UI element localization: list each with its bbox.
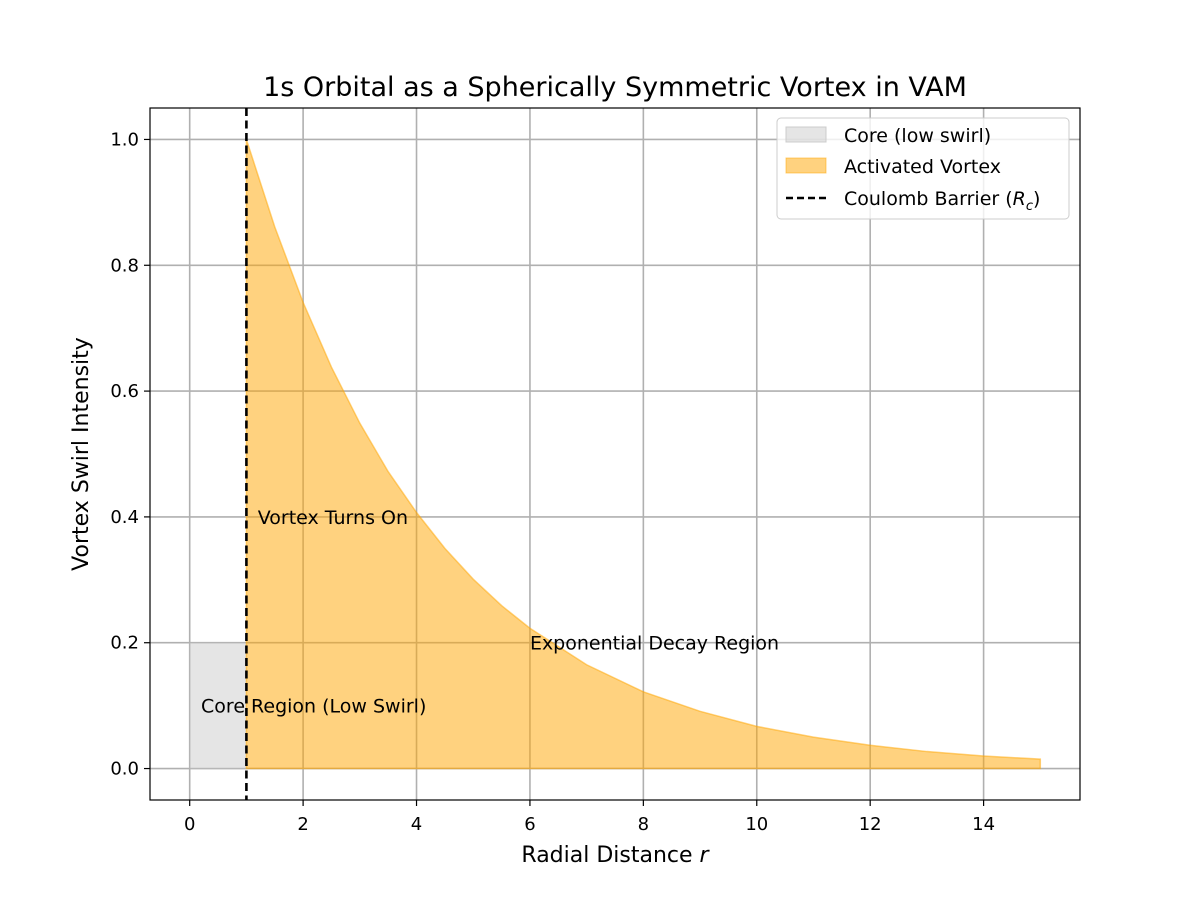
legend-swatch-core xyxy=(785,126,827,143)
core-region-band xyxy=(189,642,247,769)
y-tick-label: 0.4 xyxy=(110,507,139,528)
x-tick-label: 12 xyxy=(859,814,882,835)
y-tick-label: 0.2 xyxy=(110,633,139,654)
annotation-2: Core Region (Low Swirl) xyxy=(201,696,426,718)
x-tick-label: 14 xyxy=(972,814,995,835)
x-tick-label: 8 xyxy=(638,814,649,835)
x-axis-label: Radial Distance r xyxy=(521,843,710,868)
x-tick-label: 6 xyxy=(524,814,535,835)
x-axis-label-var: r xyxy=(700,843,711,868)
legend-box xyxy=(776,117,1070,220)
annotation-1: Exponential Decay Region xyxy=(530,633,779,655)
y-tick-label: 0.8 xyxy=(110,255,139,276)
x-tick-label: 2 xyxy=(297,814,308,835)
y-tick-label: 1.0 xyxy=(110,129,139,150)
legend-label-core: Core (low swirl) xyxy=(844,125,991,147)
legend-swatch-activated-vortex xyxy=(785,157,827,174)
y-tick-label: 0.6 xyxy=(110,381,139,402)
y-tick-label: 0.0 xyxy=(110,759,139,780)
legend-label-activated-vortex: Activated Vortex xyxy=(844,156,1001,178)
chart-title: 1s Orbital as a Spherically Symmetric Vo… xyxy=(263,72,967,103)
x-tick-label: 10 xyxy=(745,814,768,835)
annotations: Vortex Turns On Exponential Decay Region C… xyxy=(201,507,779,718)
x-tick-label: 0 xyxy=(184,814,195,835)
y-axis-ticks: 0.0 0.2 0.4 0.6 0.8 1.0 xyxy=(110,129,150,780)
x-axis-ticks: 0 2 4 6 8 10 12 14 xyxy=(184,800,995,835)
annotation-0: Vortex Turns On xyxy=(258,507,408,529)
plot-series xyxy=(189,108,1042,800)
legend-label-coulomb-barrier: Coulomb Barrier (Rc) xyxy=(844,188,1040,214)
x-axis-label-text: Radial Distance xyxy=(521,843,692,868)
plot-frame xyxy=(149,107,1081,801)
x-tick-label: 4 xyxy=(411,814,422,835)
y-axis-label: Vortex Swirl Intensity xyxy=(69,337,94,571)
activated-vortex-area xyxy=(245,139,1042,770)
legend: Core (low swirl) Activated Vortex Coulom… xyxy=(776,117,1070,220)
